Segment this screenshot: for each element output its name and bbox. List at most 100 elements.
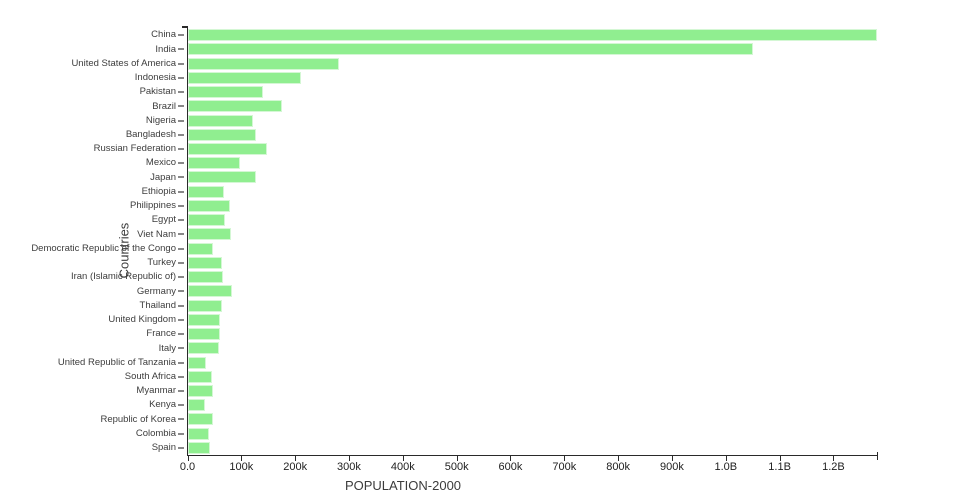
bar-row: United Kingdom — [0, 313, 960, 327]
bar-row: United Republic of Tanzania — [0, 355, 960, 369]
x-tick-mark — [295, 456, 297, 461]
category-label: Myanmar — [136, 385, 176, 397]
bar — [188, 313, 220, 326]
bar — [188, 256, 222, 269]
x-axis-title: POPULATION-2000 — [344, 478, 462, 493]
bar — [188, 399, 205, 412]
category-label: Brazil — [152, 100, 176, 112]
bar-row: Viet Nam — [0, 227, 960, 241]
y-axis-top-tick — [182, 26, 188, 28]
bar-track — [188, 341, 960, 355]
y-tick-mark — [178, 389, 184, 392]
bar — [188, 384, 213, 397]
bar-row: Kenya — [0, 398, 960, 412]
bar-row: Indonesia — [0, 71, 960, 85]
bar — [188, 271, 223, 284]
bar-track — [188, 213, 960, 227]
category-label: Kenya — [149, 399, 176, 411]
y-tick-mark — [178, 261, 184, 264]
bar — [188, 128, 257, 141]
bar-track — [188, 71, 960, 85]
bar-row: Spain — [0, 441, 960, 455]
category-label: Spain — [151, 442, 176, 454]
x-tick-mark — [402, 456, 404, 461]
y-tick-mark — [178, 446, 184, 449]
category-label: Thailand — [139, 299, 176, 311]
bar-row: Bangladesh — [0, 128, 960, 142]
bar-track — [188, 256, 960, 270]
bar-track — [188, 99, 960, 113]
bar-rows: China India United States of America Indone… — [0, 28, 960, 455]
bar-row: Thailand — [0, 298, 960, 312]
bar-row: South Africa — [0, 370, 960, 384]
category-label: Viet Nam — [137, 228, 176, 240]
bar — [188, 29, 877, 42]
x-tick-label: 800k — [606, 461, 631, 473]
bar — [188, 142, 267, 155]
y-tick-mark — [178, 62, 184, 65]
bar-track — [188, 313, 960, 327]
bar — [188, 285, 233, 298]
category-label: China — [151, 29, 176, 41]
bar — [188, 71, 301, 84]
bar-row: Egypt — [0, 213, 960, 227]
x-tick-mark — [671, 456, 673, 461]
bar-track — [188, 370, 960, 384]
y-tick-mark — [178, 147, 184, 150]
x-axis-end-tick — [877, 452, 878, 460]
category-label: Nigeria — [145, 114, 176, 126]
bar-track — [188, 142, 960, 156]
x-tick-mark — [833, 456, 835, 461]
category-label: Bangladesh — [125, 129, 176, 140]
x-tick-mark — [456, 456, 458, 461]
bar-track — [188, 398, 960, 412]
y-tick-mark — [178, 48, 184, 51]
category-label: Colombia — [135, 427, 176, 439]
bar-track — [188, 56, 960, 70]
bar-track — [188, 242, 960, 256]
bar-row: India — [0, 42, 960, 56]
bar — [188, 228, 232, 241]
category-label: Pakistan — [139, 86, 176, 98]
bar-track — [188, 170, 960, 184]
bar — [188, 157, 241, 170]
bar-track — [188, 298, 960, 312]
y-tick-mark — [178, 418, 184, 421]
bar-track — [188, 355, 960, 369]
x-tick-label: 1.2B — [822, 461, 845, 473]
category-label: Japan — [150, 171, 176, 183]
category-label: India — [155, 43, 176, 55]
bar-row: Colombia — [0, 427, 960, 441]
bar — [188, 57, 339, 70]
bar-row: Mexico — [0, 156, 960, 170]
bar-row: China — [0, 28, 960, 42]
x-tick-mark — [187, 456, 189, 461]
y-tick-mark — [178, 304, 184, 307]
bar-row: Brazil — [0, 99, 960, 113]
bar — [188, 100, 282, 113]
category-label: United Republic of Tanzania — [57, 356, 176, 368]
y-tick-mark — [178, 318, 184, 321]
bar-track — [188, 427, 960, 441]
bar-row: Germany — [0, 284, 960, 298]
x-tick-mark — [241, 456, 243, 461]
x-tick-mark — [564, 456, 566, 461]
category-label: Egypt — [151, 214, 176, 226]
y-tick-mark — [178, 290, 184, 293]
y-tick-mark — [178, 76, 184, 79]
bar — [188, 441, 210, 454]
bar-track — [188, 227, 960, 241]
category-label: Indonesia — [134, 72, 176, 84]
x-tick-label: 400k — [390, 461, 415, 473]
x-axis-line — [187, 455, 878, 456]
y-tick-mark — [178, 119, 184, 122]
bar-track — [188, 42, 960, 56]
y-tick-mark — [178, 432, 184, 435]
x-tick-label: 100k — [229, 461, 254, 473]
x-tick-label: 1.1B — [768, 461, 791, 473]
bar-row: Japan — [0, 170, 960, 184]
bar-row: Myanmar — [0, 384, 960, 398]
y-tick-mark — [178, 247, 184, 250]
x-tick-label: 200k — [283, 461, 308, 473]
